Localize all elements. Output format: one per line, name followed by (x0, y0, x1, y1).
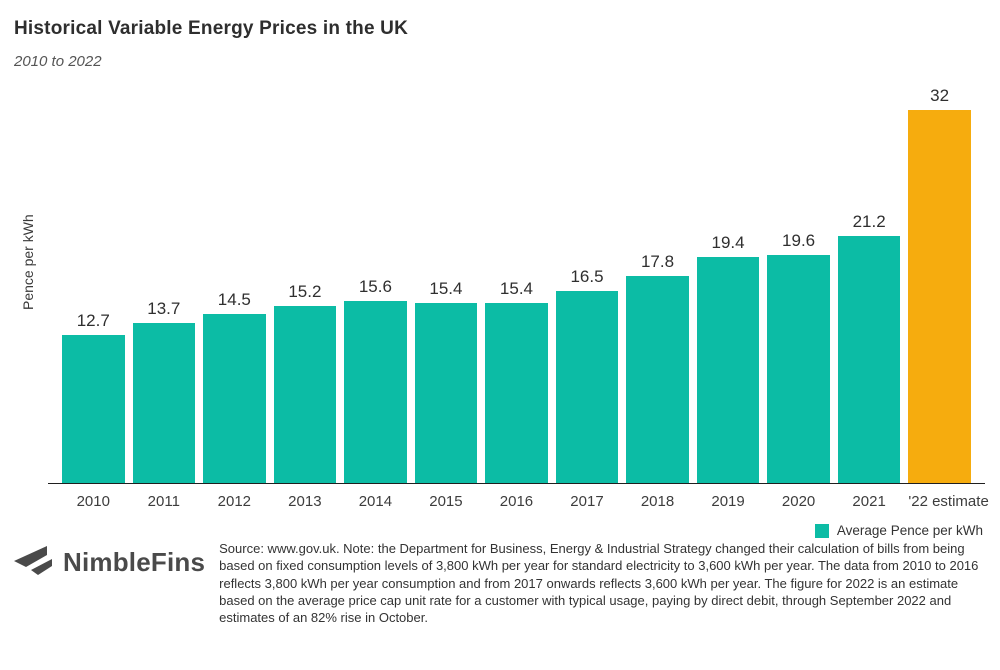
bar-column-2017: 16.5 (555, 267, 619, 483)
bar-column-2016: 15.4 (485, 279, 548, 483)
x-tick-label: 2016 (499, 493, 534, 510)
x-tick-label: 2019 (711, 493, 745, 510)
x-axis-labels: 2010 2011 2012 2013 2014 2015 2016 2017 2018 2019… (48, 493, 989, 510)
bar-2013 (273, 306, 337, 483)
bar-value-label: 15.4 (499, 279, 533, 298)
bar-column-'22 estimate: 32 (908, 86, 971, 483)
plot-area: 12.7 13.7 14.5 15.2 15.6 15.4 15.4 16.5 17.8 19.4… (48, 80, 985, 484)
x-tick-label: 2017 (570, 493, 604, 510)
x-tick-label: 2010 (76, 493, 110, 510)
bar-value-label: 19.4 (711, 233, 745, 252)
footer: NimbleFins Source: www.gov.uk. Note: the… (14, 540, 985, 626)
x-tick-label: 2012 (217, 493, 252, 510)
bar-value-label: 13.7 (147, 299, 181, 318)
bar-value-label: 12.7 (76, 311, 110, 330)
bar-value-label: 15.2 (288, 282, 322, 301)
bar-2019 (696, 257, 760, 483)
x-tick-label: 2015 (429, 493, 463, 510)
x-tick-label: 2021 (852, 493, 886, 510)
chart-subtitle: 2010 to 2022 (14, 53, 102, 70)
bar-column-2020: 19.6 (767, 231, 830, 483)
brand-logo: NimbleFins (14, 540, 205, 579)
bar-2012 (203, 314, 266, 483)
bar-column-2018: 17.8 (626, 252, 689, 483)
bar-2017 (555, 291, 619, 483)
chart-legend: Average Pence per kWh (14, 523, 985, 538)
x-tick-label: 2013 (288, 493, 322, 510)
bar-value-label: 15.6 (358, 277, 392, 296)
bar-column-2012: 14.5 (203, 290, 266, 483)
bar-2015 (414, 303, 478, 483)
legend-label: Average Pence per kWh (836, 523, 983, 538)
bar-value-label: 16.5 (570, 267, 604, 286)
x-tick-label: 2018 (640, 493, 675, 510)
bar-2018 (626, 276, 689, 483)
x-tick-label: 2020 (781, 493, 816, 510)
bar-2016 (485, 303, 548, 483)
bar-2014 (344, 301, 407, 483)
bar-value-label: 32 (930, 86, 950, 105)
bar-value-label: 17.8 (640, 252, 675, 271)
bar-2010 (62, 335, 125, 483)
bar-value-label: 15.4 (429, 279, 463, 298)
x-tick-label: '22 estimate (908, 493, 989, 510)
bar-value-label: 14.5 (217, 290, 251, 309)
chart-title: Historical Variable Energy Prices in the… (14, 18, 409, 39)
bar-column-2021: 21.2 (837, 212, 901, 483)
bar-column-2010: 12.7 (62, 311, 125, 483)
bar-2011 (132, 323, 196, 483)
bar-column-2015: 15.4 (414, 279, 478, 483)
source-note: Source: www.gov.uk. Note: the Department… (219, 541, 979, 626)
bar-column-2019: 19.4 (696, 233, 760, 483)
bar-value-label: 21.2 (852, 212, 886, 231)
bar-'22 estimate (908, 110, 971, 483)
x-tick-label: 2014 (358, 493, 393, 510)
nimblefins-fin-icon (14, 546, 54, 579)
bar-column-2011: 13.7 (132, 299, 196, 483)
bar-2020 (767, 255, 830, 483)
bar-value-label: 19.6 (782, 231, 816, 250)
x-tick-label: 2011 (147, 493, 180, 510)
y-axis-label: Pence per kWh (20, 214, 36, 310)
bar-column-2013: 15.2 (273, 282, 337, 483)
bar-column-2014: 15.6 (344, 277, 407, 483)
bar-2021 (837, 236, 901, 483)
legend-swatch (814, 523, 829, 538)
bar-chart: Pence per kWh 12.7 13.7 14.5 15.2 15.6 15.4 15… (20, 80, 989, 510)
brand-name: NimbleFins (63, 547, 206, 577)
